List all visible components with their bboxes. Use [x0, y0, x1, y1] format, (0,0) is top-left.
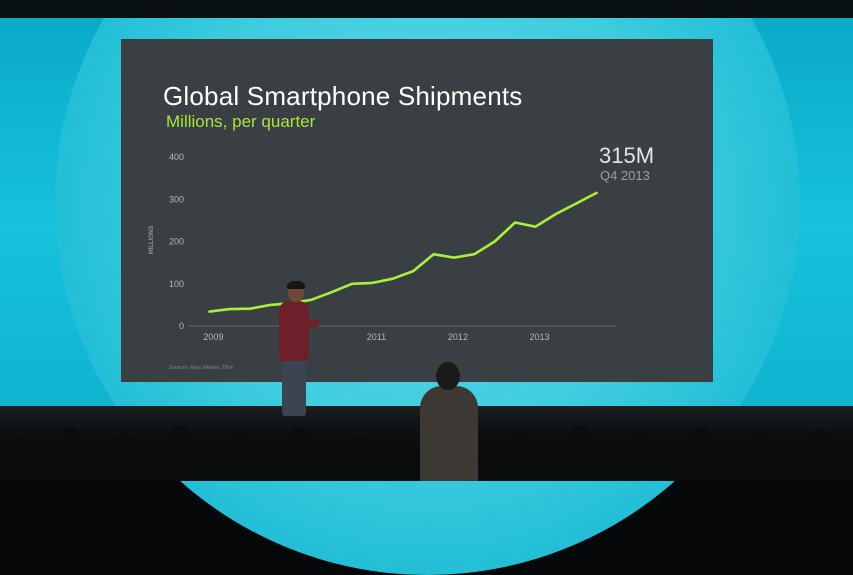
speaker-hair [287, 281, 305, 289]
y-tick-label: 200 [169, 237, 184, 247]
y-tick-label: 0 [179, 321, 184, 331]
x-axis-ticks: 20092010201120122013 [203, 332, 549, 342]
slide-subtitle: Millions, per quarter [166, 112, 316, 131]
slide-title: Global Smartphone Shipments [163, 81, 523, 111]
source-note: Sources: Mary Meeker, 2014 [169, 365, 233, 371]
speaker-body [279, 301, 309, 361]
y-axis-label: MILLIONS [149, 226, 155, 255]
audience-member-body [420, 386, 478, 481]
callout-value: 315M [599, 143, 655, 168]
chart-series [208, 191, 598, 313]
x-tick-label: 2012 [448, 332, 468, 342]
series-line [208, 191, 598, 313]
y-tick-label: 100 [169, 279, 184, 289]
y-axis-ticks: 0 100 200 300 400 [169, 152, 184, 331]
y-tick-label: 400 [169, 152, 184, 162]
stage-top-edge [0, 0, 853, 18]
x-tick-label: 2011 [367, 332, 386, 342]
y-tick-label: 300 [169, 194, 184, 204]
x-tick-label: 2013 [529, 332, 549, 342]
callout-period: Q4 2013 [600, 168, 650, 183]
x-tick-label: 2009 [203, 332, 223, 342]
presentation-slide: Global Smartphone Shipments Millions, pe… [121, 39, 713, 382]
audience-member-head [436, 362, 460, 390]
speaker-legs [282, 358, 306, 416]
